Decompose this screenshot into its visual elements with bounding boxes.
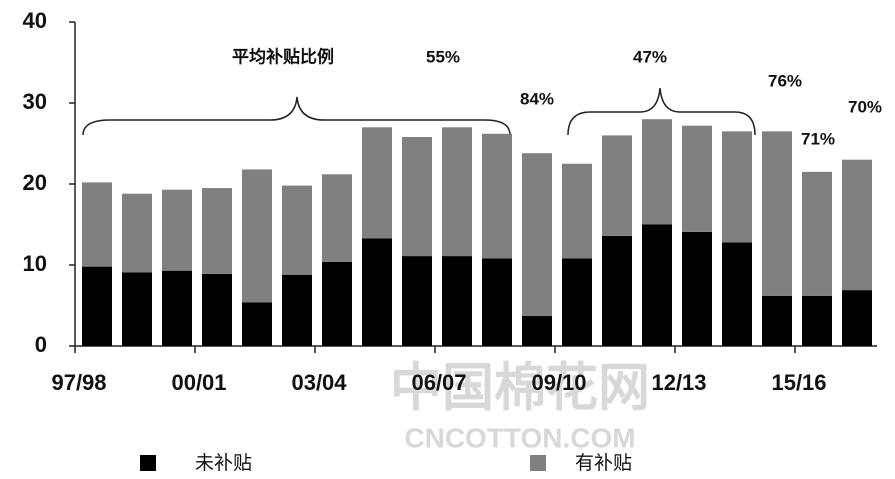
bar-segment xyxy=(562,163,592,259)
x-tick-label: 15/16 xyxy=(771,370,826,395)
annotation: 71% xyxy=(801,129,835,148)
bar-segment xyxy=(762,295,792,346)
bar-segment xyxy=(82,182,112,267)
brace xyxy=(82,96,511,136)
bar-segment xyxy=(162,189,192,271)
bar-segment xyxy=(682,125,712,232)
bar-segment xyxy=(282,185,312,275)
bar-segment xyxy=(202,188,232,274)
x-tick-label: 00/01 xyxy=(171,370,226,395)
bar-segment xyxy=(842,159,872,291)
x-tick-label: 97/98 xyxy=(51,370,106,395)
bar-segment xyxy=(122,193,152,273)
legend-swatch xyxy=(530,455,546,471)
legend-swatch xyxy=(140,455,156,471)
bar-segment xyxy=(722,131,752,243)
bar-segment xyxy=(362,238,392,346)
bar-segment xyxy=(682,231,712,346)
bar-segment xyxy=(562,258,592,346)
annotation: 84% xyxy=(520,89,554,108)
annotation: 47% xyxy=(633,47,667,66)
bar-segment xyxy=(602,235,632,346)
bar-segment xyxy=(442,127,472,257)
y-tick-label: 0 xyxy=(35,332,47,357)
watermark: 中国棉花网 xyxy=(390,360,650,418)
bar-segment xyxy=(282,274,312,346)
watermark: CNCOTTON.COM xyxy=(404,422,635,453)
bar-segment xyxy=(642,119,672,225)
annotation: 平均补贴比例 xyxy=(232,46,334,66)
annotation: 70% xyxy=(848,97,882,116)
bar-segment xyxy=(122,272,152,346)
bar-segment xyxy=(842,290,872,346)
bar-segment xyxy=(642,224,672,346)
x-tick-label: 09/10 xyxy=(531,370,586,395)
bar-segment xyxy=(82,266,112,346)
bar-segment xyxy=(322,261,352,346)
bar-segment xyxy=(802,295,832,346)
legend-label: 未补贴 xyxy=(195,452,252,474)
y-tick-label: 40 xyxy=(23,8,47,33)
bar-segment xyxy=(762,131,792,296)
bar-segment xyxy=(602,135,632,236)
bar-segment xyxy=(522,316,552,346)
bar-segment xyxy=(482,258,512,346)
bar-segment xyxy=(242,169,272,303)
x-tick-label: 06/07 xyxy=(411,370,466,395)
y-tick-label: 20 xyxy=(23,170,47,195)
bar-segment xyxy=(242,302,272,346)
bar-segment xyxy=(362,127,392,239)
bar-segment xyxy=(322,174,352,262)
bar-segment xyxy=(402,256,432,346)
legend-label: 有补贴 xyxy=(575,452,632,474)
annotation: 55% xyxy=(426,47,460,66)
brace xyxy=(567,87,756,136)
bar-segment xyxy=(442,256,472,346)
x-tick-label: 03/04 xyxy=(291,370,347,395)
bar-segment xyxy=(402,137,432,257)
annotation: 76% xyxy=(768,71,802,90)
bar-segment xyxy=(202,273,232,346)
bar-segment xyxy=(802,171,832,296)
bar-segment xyxy=(482,133,512,259)
bar-segment xyxy=(162,270,192,346)
y-tick-label: 10 xyxy=(23,251,47,276)
bar-segment xyxy=(522,153,552,317)
bar-segment xyxy=(722,242,752,346)
y-tick-label: 30 xyxy=(23,89,47,114)
x-tick-label: 12/13 xyxy=(651,370,706,395)
